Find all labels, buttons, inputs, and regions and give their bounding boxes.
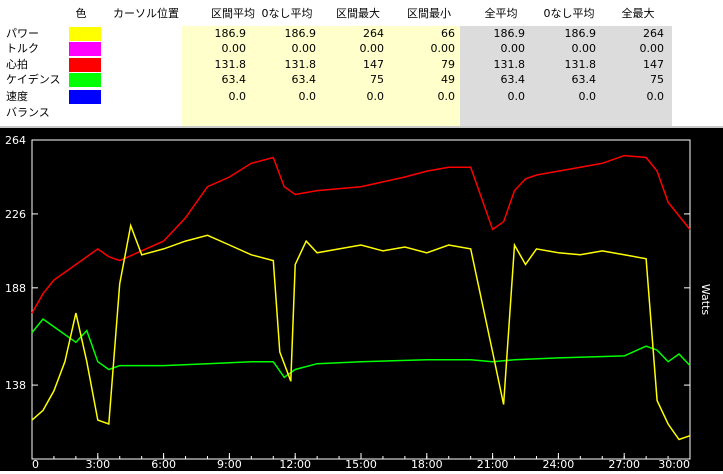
speed-color-swatch[interactable]: [69, 90, 101, 104]
section-stats-background: [182, 26, 460, 126]
header-section-min: 区間最小: [407, 7, 451, 20]
header-total-avg: 全平均: [484, 7, 518, 20]
row-label-speed: 速度: [6, 90, 28, 103]
y-tick-label: 188: [5, 282, 26, 295]
header-section-max: 区間最大: [336, 7, 380, 20]
torque-section-avg-nonzero: 0.00: [291, 42, 317, 55]
power-section-max: 264: [363, 27, 384, 40]
total-stats-background: [460, 26, 672, 126]
power-total-avg-nonzero: 186.9: [564, 27, 597, 40]
header-total-avg-nonzero: 0なし平均: [543, 7, 595, 20]
row-label-cadence: ケイデンス: [6, 73, 61, 86]
cadence-section-min: 49: [441, 73, 455, 86]
x-tick-label: 30:00: [658, 458, 690, 471]
heart-rate-total-avg-nonzero: 131.8: [564, 58, 597, 71]
header-section-avg: 区間平均: [211, 7, 255, 20]
power-total-avg: 186.9: [493, 27, 526, 40]
cadence-total-max: 75: [650, 73, 664, 86]
x-tick-label: 3:00: [85, 458, 110, 471]
cadence-section-avg-nonzero: 63.4: [291, 73, 317, 86]
x-tick-label: 9:00: [217, 458, 242, 471]
x-tick-label: 0: [32, 458, 39, 471]
line-chart[interactable]: 264 226 188 138 0 3:00 6:00 9:00 12:00 15:00 18:00…: [0, 128, 723, 471]
cadence-section-max: 75: [370, 73, 384, 86]
stats-table: 色 カーソル位置 区間平均 0なし平均 区間最大 区間最小 全平均 0なし平均 …: [0, 0, 723, 126]
cadence-total-avg: 63.4: [500, 73, 526, 86]
heart-rate-section-max: 147: [363, 58, 384, 71]
speed-total-max: 0.0: [646, 90, 665, 103]
speed-total-avg-nonzero: 0.0: [578, 90, 597, 103]
header-color: 色: [75, 7, 87, 20]
cadence-color-swatch[interactable]: [69, 73, 101, 87]
x-tick-label: 21:00: [477, 458, 509, 471]
speed-section-avg-nonzero: 0.0: [298, 90, 317, 103]
heart-rate-section-min: 79: [441, 58, 455, 71]
cadence-total-avg-nonzero: 63.4: [571, 73, 597, 86]
speed-total-avg: 0.0: [507, 90, 526, 103]
torque-total-max: 0.00: [639, 42, 665, 55]
plot-frame: [31, 139, 691, 460]
heart-rate-total-max: 147: [643, 58, 664, 71]
heart-rate-total-avg: 131.8: [493, 58, 526, 71]
heart-rate-section-avg: 131.8: [214, 58, 247, 71]
chart-area[interactable]: 264 226 188 138 0 3:00 6:00 9:00 12:00 15:00 18:00…: [0, 128, 723, 471]
header-section-avg-nonzero: 0なし平均: [261, 7, 313, 20]
y-tick-label: 226: [5, 208, 26, 221]
power-section-avg-nonzero: 186.9: [284, 27, 317, 40]
torque-section-min: 0.00: [430, 42, 456, 55]
x-tick-label: 18:00: [411, 458, 443, 471]
torque-section-avg: 0.00: [221, 42, 247, 55]
header-total-max: 全最大: [621, 7, 655, 20]
series-line-2: [31, 222, 691, 441]
y-axis-label: Watts: [699, 284, 712, 316]
torque-total-avg-nonzero: 0.00: [571, 42, 597, 55]
y-tick-label: 264: [5, 134, 26, 147]
torque-color-swatch[interactable]: [69, 42, 101, 56]
power-section-avg: 186.9: [214, 27, 247, 40]
table-chart-divider: [0, 126, 723, 128]
cadence-section-avg: 63.4: [221, 73, 247, 86]
header-cursor: カーソル位置: [113, 7, 179, 20]
row-label-power: パワー: [6, 27, 39, 40]
power-color-swatch[interactable]: [69, 27, 101, 41]
speed-section-min: 0.0: [437, 90, 456, 103]
heart-rate-section-avg-nonzero: 131.8: [284, 58, 317, 71]
torque-total-avg: 0.00: [500, 42, 526, 55]
power-section-min: 66: [441, 27, 455, 40]
heart-rate-color-swatch[interactable]: [69, 58, 101, 72]
speed-section-max: 0.0: [366, 90, 385, 103]
x-tick-label: 24:00: [543, 458, 575, 471]
series-line-0: [31, 154, 691, 314]
row-label-balance: バランス: [6, 106, 50, 119]
speed-section-avg: 0.0: [228, 90, 247, 103]
series-line-1: [31, 317, 691, 379]
x-tick-label: 15:00: [345, 458, 377, 471]
y-tick-label: 138: [5, 379, 26, 392]
row-label-heart-rate: 心拍: [6, 58, 28, 71]
x-tick-label: 12:00: [279, 458, 311, 471]
x-tick-label: 6:00: [151, 458, 176, 471]
x-tick-label: 27:00: [608, 458, 640, 471]
row-label-torque: トルク: [6, 42, 39, 55]
torque-section-max: 0.00: [359, 42, 385, 55]
power-total-max: 264: [643, 27, 664, 40]
